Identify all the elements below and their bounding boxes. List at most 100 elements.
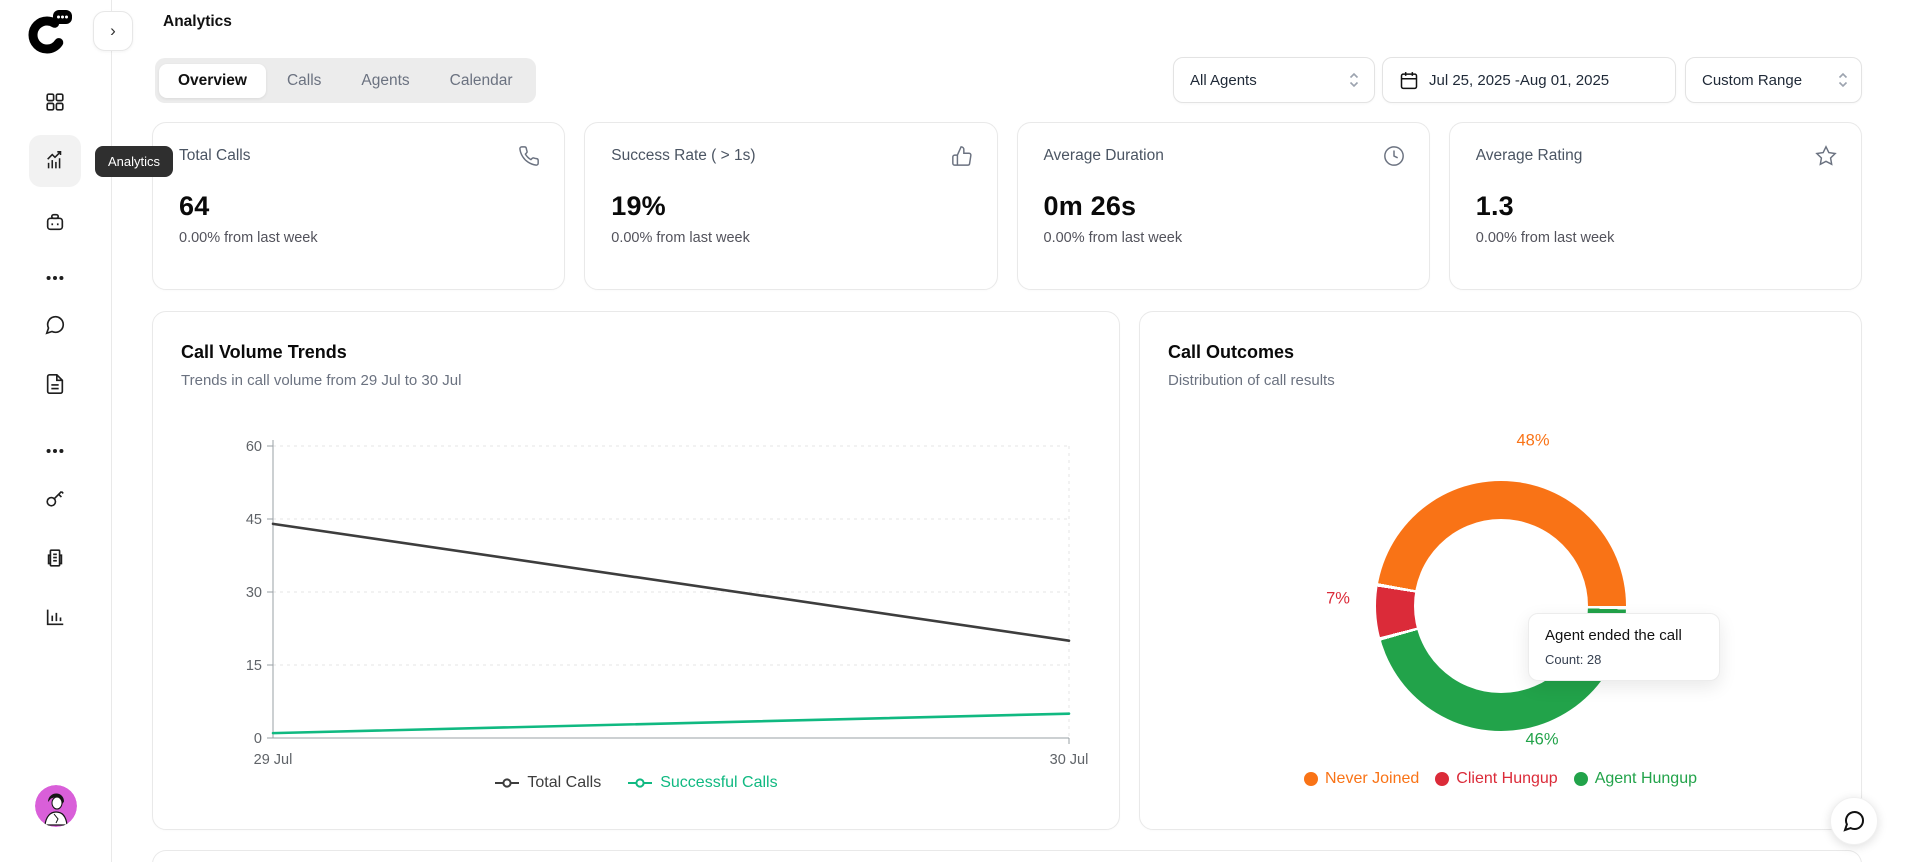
legend-item-total-calls[interactable]: Total Calls [494, 774, 601, 792]
sidebar-item-analytics[interactable] [29, 135, 81, 187]
svg-text:60: 60 [246, 439, 262, 455]
legend-label: Client Hungup [1456, 770, 1558, 787]
chat-icon [45, 315, 65, 335]
chart-subtitle: Trends in call volume from 29 Jul to 30 … [181, 372, 462, 389]
key-icon [46, 490, 64, 507]
tab-overview[interactable]: Overview [159, 63, 266, 98]
tab-bar: Overview Calls Agents Calendar [155, 58, 536, 103]
agent-filter-value: All Agents [1190, 71, 1257, 89]
phone-chat-logo-icon [28, 10, 72, 54]
call-outcomes-card: Call Outcomes Distribution of call resul… [1139, 311, 1862, 830]
app-logo[interactable] [26, 8, 74, 56]
stat-value: 64 [179, 191, 210, 221]
sidebar-tooltip: Analytics [95, 146, 174, 177]
stat-card-average-duration: Average Duration 0m 26s 0.00% from last … [1016, 122, 1430, 290]
avatar-illustration [35, 785, 77, 827]
donut-tooltip: Agent ended the call Count: 28 [1528, 613, 1720, 681]
stat-card-average-rating: Average Rating 1.3 0.00% from last week [1448, 122, 1862, 290]
thumbs-up-icon [951, 146, 972, 166]
legend-label: Agent Hungup [1594, 770, 1697, 787]
stat-label: Average Rating [1475, 147, 1583, 164]
stat-delta: 0.00% from last week [179, 230, 318, 246]
line-legend-marker-icon [628, 778, 653, 788]
chart-title: Call Outcomes [1168, 342, 1295, 362]
stat-card-total-calls: Total Calls 64 0.00% from last week [152, 122, 566, 290]
sidebar-item-conversations[interactable] [29, 299, 81, 351]
stat-value: 19% [611, 191, 666, 221]
billing-receipt-icon [47, 549, 63, 567]
stat-label: Success Rate ( > 1s) [611, 147, 756, 164]
legend-label: Successful Calls [660, 774, 778, 791]
svg-text:15: 15 [246, 658, 262, 674]
more-ellipsis-icon [46, 275, 64, 281]
svg-text:29 Jul: 29 Jul [254, 752, 293, 768]
line-legend-marker-icon [495, 778, 520, 788]
legend-label: Total Calls [527, 774, 602, 791]
charts-row: Call Volume Trends Trends in call volume… [152, 311, 1862, 830]
document-icon [46, 374, 64, 394]
sidebar-item-documents[interactable] [29, 358, 81, 410]
stats-row: Total Calls 64 0.00% from last week Succ… [152, 122, 1862, 290]
page-title: Analytics [163, 13, 232, 30]
stat-label: Total Calls [179, 147, 251, 164]
sidebar-item-api-keys[interactable] [29, 472, 81, 524]
user-avatar[interactable] [35, 785, 77, 827]
call-volume-line-chart[interactable]: 0 15 30 45 60 29 Jul 30 Jul [179, 430, 1091, 775]
sidebar-item-dashboard[interactable] [29, 76, 81, 128]
legend-item-never-joined[interactable]: Never Joined [1304, 770, 1419, 788]
next-section-card-partial [152, 850, 1862, 862]
calendar-icon [1400, 72, 1418, 90]
chevron-up-down-icon [1838, 72, 1848, 88]
svg-text:30: 30 [246, 585, 262, 601]
tab-agents[interactable]: Agents [361, 71, 410, 89]
bot-icon [46, 213, 64, 231]
sidebar-expand-button[interactable]: › [93, 11, 133, 51]
sidebar-item-reports[interactable] [29, 591, 81, 643]
tab-calls[interactable]: Calls [286, 71, 322, 89]
svg-text:0: 0 [254, 731, 262, 747]
line-chart-legend: Total Calls Successful Calls [153, 774, 1119, 792]
support-chat-button[interactable] [1830, 797, 1878, 845]
phone-icon [519, 146, 540, 166]
more-ellipsis-icon [46, 448, 64, 454]
dashboard-grid-icon [46, 93, 64, 111]
donut-pct-client-hungup: 7% [1326, 589, 1350, 608]
stat-delta: 0.00% from last week [1475, 230, 1615, 246]
chart-title: Call Volume Trends [181, 342, 347, 362]
analytics-icon [47, 151, 62, 169]
chevron-up-down-icon [1349, 72, 1359, 88]
sidebar-item-billing[interactable] [29, 532, 81, 584]
date-range-button[interactable]: Jul 25, 2025 -Aug 01, 2025 [1382, 57, 1676, 103]
call-volume-trends-card: Call Volume Trends Trends in call volume… [152, 311, 1120, 830]
sidebar-item-more-bottom[interactable] [29, 425, 81, 477]
sidebar-item-more-top[interactable] [29, 252, 81, 304]
legend-item-successful-calls[interactable]: Successful Calls [627, 774, 778, 792]
range-preset-select[interactable]: Custom Range [1685, 57, 1862, 103]
reports-chart-icon [46, 609, 64, 626]
chat-bubble-icon [1843, 811, 1865, 832]
donut-pct-agent-hungup: 46% [1525, 730, 1559, 749]
date-range-value: Jul 25, 2025 -Aug 01, 2025 [1429, 71, 1610, 89]
stat-value: 0m 26s [1043, 191, 1137, 221]
tab-calendar[interactable]: Calendar [449, 71, 513, 89]
svg-text:45: 45 [246, 512, 262, 528]
legend-dot-icon [1573, 772, 1588, 786]
stat-card-success-rate: Success Rate ( > 1s) 19% 0.00% from last… [584, 122, 998, 290]
legend-item-agent-hungup[interactable]: Agent Hungup [1573, 770, 1697, 788]
stat-delta: 0.00% from last week [1043, 230, 1183, 246]
sidebar-item-agents[interactable] [29, 196, 81, 248]
legend-item-client-hungup[interactable]: Client Hungup [1435, 770, 1558, 788]
legend-label: Never Joined [1325, 770, 1420, 787]
tooltip-count: Count: 28 [1545, 652, 1602, 667]
donut-legend: Never Joined Client Hungup Agent Hungup [1140, 770, 1861, 788]
stat-value: 1.3 [1475, 191, 1514, 221]
svg-text:30 Jul: 30 Jul [1050, 752, 1089, 768]
stat-label: Average Duration [1043, 147, 1164, 164]
agent-filter-select[interactable]: All Agents [1173, 57, 1375, 103]
tooltip-title: Agent ended the call [1545, 627, 1682, 644]
star-icon [1815, 145, 1837, 166]
legend-dot-icon [1435, 772, 1450, 786]
call-outcomes-donut-chart[interactable] [1376, 481, 1626, 731]
sidebar [0, 0, 112, 862]
